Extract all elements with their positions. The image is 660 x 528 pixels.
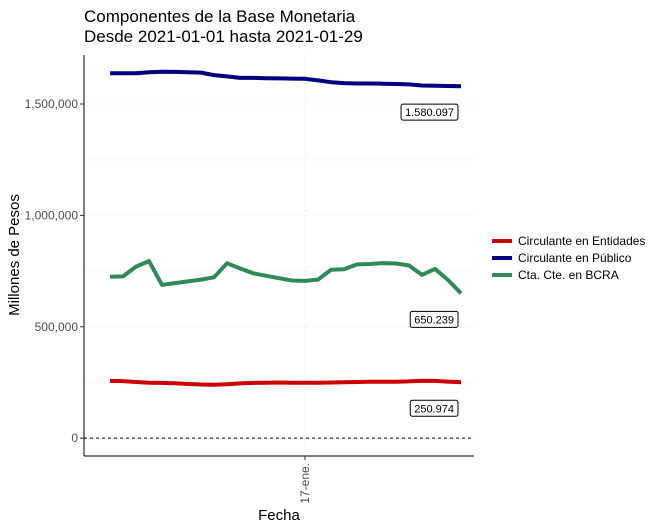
legend: Circulante en Entidades Circulante en Púb…: [492, 234, 645, 282]
last-value-text: 650.239: [414, 314, 454, 326]
last-value-label-3: 650.239: [409, 310, 459, 328]
y-axis-title: Millones de Pesos: [6, 194, 23, 316]
last-value-box: [409, 310, 459, 328]
legend-item-3: Cta. Cte. en BCRA: [492, 268, 619, 282]
legend-label: Cta. Cte. en BCRA: [518, 268, 619, 282]
x-axis-title: Fecha: [258, 507, 300, 524]
y-axis-ticks: 0 500,000 1,000,000 1,500,000: [25, 97, 84, 445]
last-value-label-1: 250.974: [409, 399, 459, 417]
last-value-label-2: 1.580.097: [400, 103, 459, 121]
last-value-text: 1.580.097: [405, 107, 454, 119]
series-line-2: [110, 69, 462, 89]
series-line-3: [109, 259, 463, 295]
legend-label: Circulante en Entidades: [518, 234, 645, 248]
y-tick-label: 0: [71, 431, 78, 445]
series-lines: [109, 69, 463, 387]
legend-label: Circulante en Público: [518, 251, 632, 265]
last-value-labels: 250.974 1.580.097 650.239: [400, 103, 459, 417]
y-tick-label: 1,500,000: [25, 97, 79, 111]
y-tick-label: 500,000: [35, 320, 79, 334]
last-value-text: 250.974: [414, 403, 454, 415]
x-tick-label: 17-ene.: [298, 463, 312, 504]
chart-title: Componentes de la Base Monetaria: [84, 7, 356, 26]
legend-item-1: Circulante en Entidades: [492, 234, 645, 248]
legend-item-2: Circulante en Público: [492, 251, 632, 265]
series-line-1: [109, 378, 462, 387]
chart-subtitle: Desde 2021-01-01 hasta 2021-01-29: [84, 27, 363, 46]
y-tick-label: 1,000,000: [25, 208, 79, 222]
last-value-box: [400, 103, 459, 121]
last-value-box: [409, 399, 459, 417]
plot-area: 250.974 1.580.097 650.239: [83, 55, 474, 457]
x-axis-ticks: 17-ene.: [298, 456, 312, 504]
